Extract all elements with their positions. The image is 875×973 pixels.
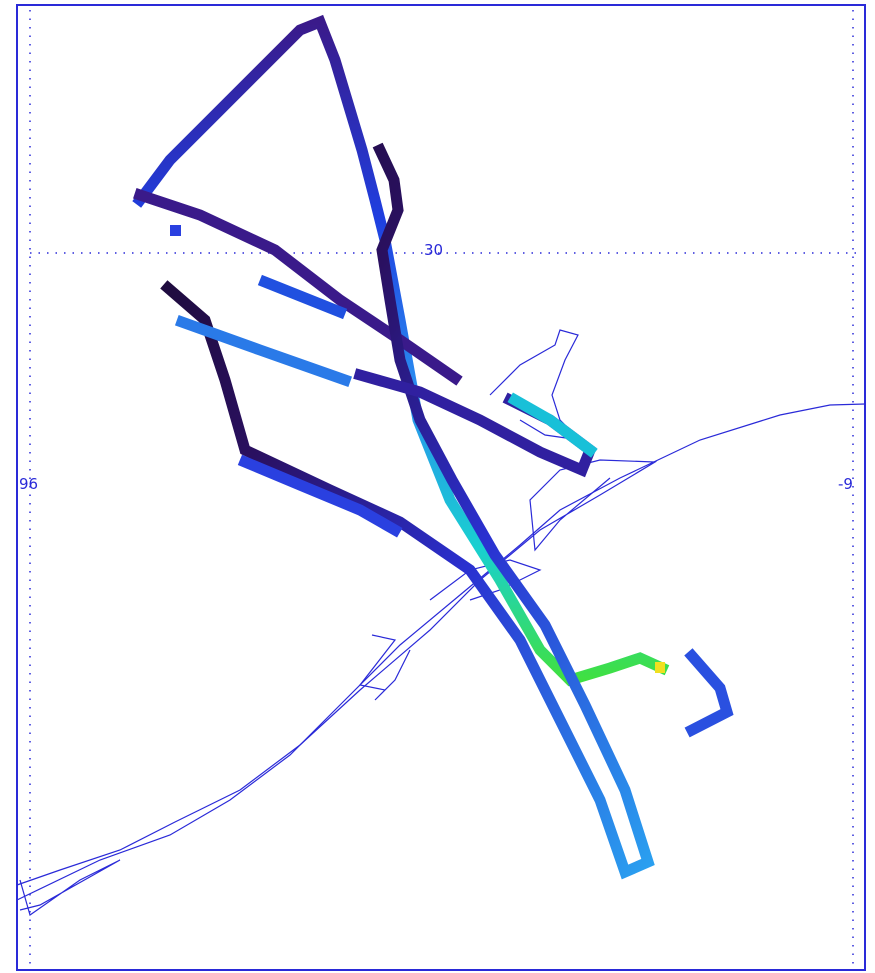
lat-label: 30 xyxy=(424,241,443,259)
lon-label: -9 xyxy=(838,475,853,493)
lon-label: 96 xyxy=(19,475,38,493)
flight-track xyxy=(132,14,734,880)
coastline xyxy=(16,329,866,916)
frame xyxy=(16,4,866,971)
